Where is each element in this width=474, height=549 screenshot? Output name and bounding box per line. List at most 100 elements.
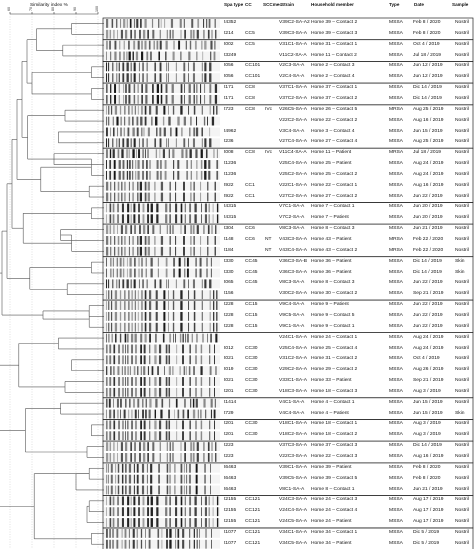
sample-cell: Nostril — [455, 334, 469, 340]
household-member-cell: Home 31 – Contact 1 — [311, 41, 358, 47]
household-member-cell: Home 24 – Patient — [311, 519, 352, 525]
gel-lane — [104, 474, 220, 484]
gel-band — [137, 301, 139, 310]
type-cell: MSSA — [389, 540, 403, 546]
table-row: t019 CC30 V29C2-SA-A Home 29 – Contact 2 MSS… — [224, 365, 474, 374]
gel-band — [162, 116, 165, 126]
gel-band — [158, 19, 160, 28]
gel-band — [130, 333, 134, 343]
gel-band — [175, 138, 177, 148]
gel-band — [189, 420, 191, 430]
gel-band — [127, 496, 130, 506]
gel-band — [195, 420, 197, 430]
gel-band — [208, 160, 211, 169]
gel-band — [196, 333, 198, 343]
gel-band — [106, 485, 107, 495]
table-row: t922 CC1 V27C2-SA-A Home 27 – Contact 2 MSSA… — [224, 192, 474, 201]
gel-band — [122, 377, 124, 386]
gel-lane — [104, 420, 220, 430]
gel-band — [109, 528, 111, 538]
gel-band — [109, 149, 112, 159]
gel-band — [201, 301, 203, 310]
gel-band — [140, 366, 142, 376]
gel-band — [207, 246, 209, 256]
gel-band — [203, 29, 205, 39]
table-row: t2155 CC121 V24C5-SA-A Home 24 – Patient MSS… — [224, 517, 474, 526]
gel-band — [147, 149, 149, 159]
gel-band — [106, 62, 108, 72]
gel-band — [156, 40, 159, 50]
gel-band — [149, 420, 151, 430]
gel-band — [108, 290, 110, 300]
gel-band — [126, 257, 128, 267]
gel-band — [140, 420, 142, 430]
household-member-cell: Home 2 – Contact 3 — [311, 63, 355, 69]
gel-band — [152, 84, 154, 93]
date-cell: Aug 25 / 2019 — [413, 106, 444, 112]
gel-band — [138, 496, 140, 506]
gel-band — [183, 181, 185, 191]
gel-band — [214, 344, 215, 354]
table-row: t1414 V4C1-SA-A Home 4 – Contact 1 MSSA Jun … — [224, 398, 474, 407]
gel-band — [184, 507, 186, 517]
gel-band — [135, 420, 137, 430]
gel-band — [117, 225, 118, 234]
gel-band — [199, 268, 202, 278]
type-cell: MSSA — [389, 128, 403, 134]
date-cell: Jun 15 / 2019 — [413, 128, 443, 134]
gel-lane — [104, 366, 220, 376]
gel-band — [208, 507, 210, 517]
gel-band — [140, 377, 142, 386]
gel-band — [203, 442, 205, 451]
sample-cell: Nostril — [455, 312, 469, 318]
date-cell: Jun 22 / 2019 — [413, 323, 443, 329]
gel-band — [200, 170, 203, 180]
gel-band — [124, 181, 126, 191]
gel-band — [169, 333, 172, 343]
gel-band — [201, 127, 203, 137]
sample-cell: Nostril — [455, 280, 469, 286]
spa-type-cell: t228 — [224, 312, 234, 318]
gel-band — [140, 116, 143, 126]
gel-band — [128, 301, 130, 310]
gel-band — [131, 290, 133, 300]
gel-band — [140, 528, 143, 538]
gel-band — [185, 366, 187, 376]
type-cell: MSSA — [389, 367, 403, 373]
gel-band — [176, 344, 178, 354]
type-cell: MSSA — [389, 258, 403, 264]
gel-band — [127, 127, 130, 137]
gel-band — [109, 344, 112, 354]
gel-band — [183, 279, 186, 289]
gel-band — [109, 507, 112, 517]
gel-band — [141, 257, 143, 267]
gel-band — [133, 474, 135, 484]
strain-cell: V7C1-SA-A — [279, 204, 305, 210]
date-cell: Aug 24 / 2019 — [413, 161, 444, 167]
household-member-cell: Home 25 – Patient — [311, 161, 352, 167]
gel-band — [209, 420, 211, 430]
gel-band — [118, 94, 120, 104]
gel-band — [148, 409, 151, 419]
gel-band — [133, 496, 136, 506]
gel-band — [216, 496, 219, 506]
household-member-cell: Home 22 – Contact 1 — [311, 182, 358, 188]
gel-band — [184, 203, 186, 213]
gel-band — [132, 528, 135, 538]
sample-cell: Nostril — [455, 529, 469, 535]
gel-band — [213, 409, 216, 419]
gel-band — [168, 431, 171, 441]
date-cell: Oct 4 / 2019 — [413, 41, 440, 47]
gel-band — [139, 29, 141, 39]
strain-cell: V25C4-SA-A — [279, 161, 307, 167]
gel-band — [118, 344, 120, 354]
gel-band — [170, 19, 174, 28]
gel-band — [135, 355, 137, 365]
gel-band — [175, 73, 177, 83]
household-member-cell: Home 3 – Contact 4 — [311, 128, 355, 134]
gel-band — [193, 181, 195, 191]
gel-band — [114, 105, 118, 115]
gel-band — [145, 398, 147, 408]
spa-type-cell: t065 — [224, 280, 234, 286]
gel-band — [110, 485, 113, 495]
